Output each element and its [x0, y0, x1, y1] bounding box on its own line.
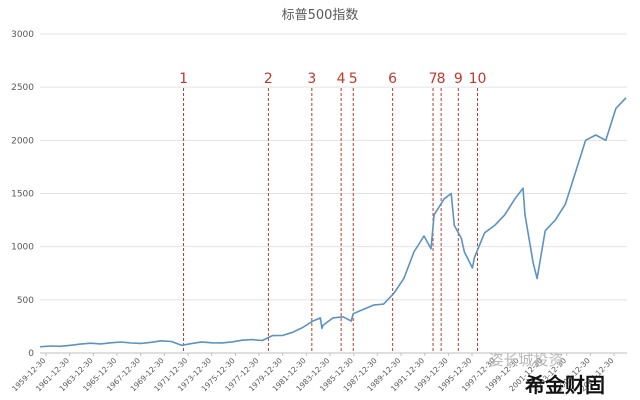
- y-axis-ticks: 0 500 1000 1500 2000 2500 3000: [11, 30, 34, 359]
- watermark-text: 姿长城投资: [488, 351, 563, 369]
- event-marker-label: 7: [429, 71, 438, 87]
- event-marker-label: 9: [454, 71, 463, 87]
- y-tick-label: 0: [28, 349, 34, 359]
- event-marker-label: 10: [469, 71, 487, 87]
- y-tick-label: 2500: [11, 83, 34, 93]
- y-tick-label: 2000: [11, 136, 34, 146]
- series-group: [40, 97, 627, 348]
- event-marker-label: 2: [264, 71, 273, 87]
- y-tick-label: 500: [17, 296, 34, 306]
- y-tick-label: 1500: [11, 190, 34, 200]
- y-tick-label: 3000: [11, 30, 34, 40]
- series-line-sp500: [40, 97, 627, 348]
- gridlines: [40, 33, 627, 354]
- event-marker-label: 3: [307, 71, 316, 87]
- event-marker-label: 1: [179, 71, 188, 87]
- watermark: 姿长城投资 希金财固: [488, 351, 605, 397]
- event-marker-label: 6: [388, 71, 397, 87]
- brand-logo-text: 希金财固: [525, 373, 605, 397]
- event-markers: 1 2 3 4 5 6 7 8 9 10: [179, 71, 486, 353]
- chart-title: 标普500指数: [282, 8, 359, 23]
- y-tick-label: 1000: [11, 243, 34, 253]
- event-marker-label: 5: [349, 71, 358, 87]
- event-marker-label: 4: [337, 71, 346, 87]
- event-marker-label: 8: [437, 71, 446, 87]
